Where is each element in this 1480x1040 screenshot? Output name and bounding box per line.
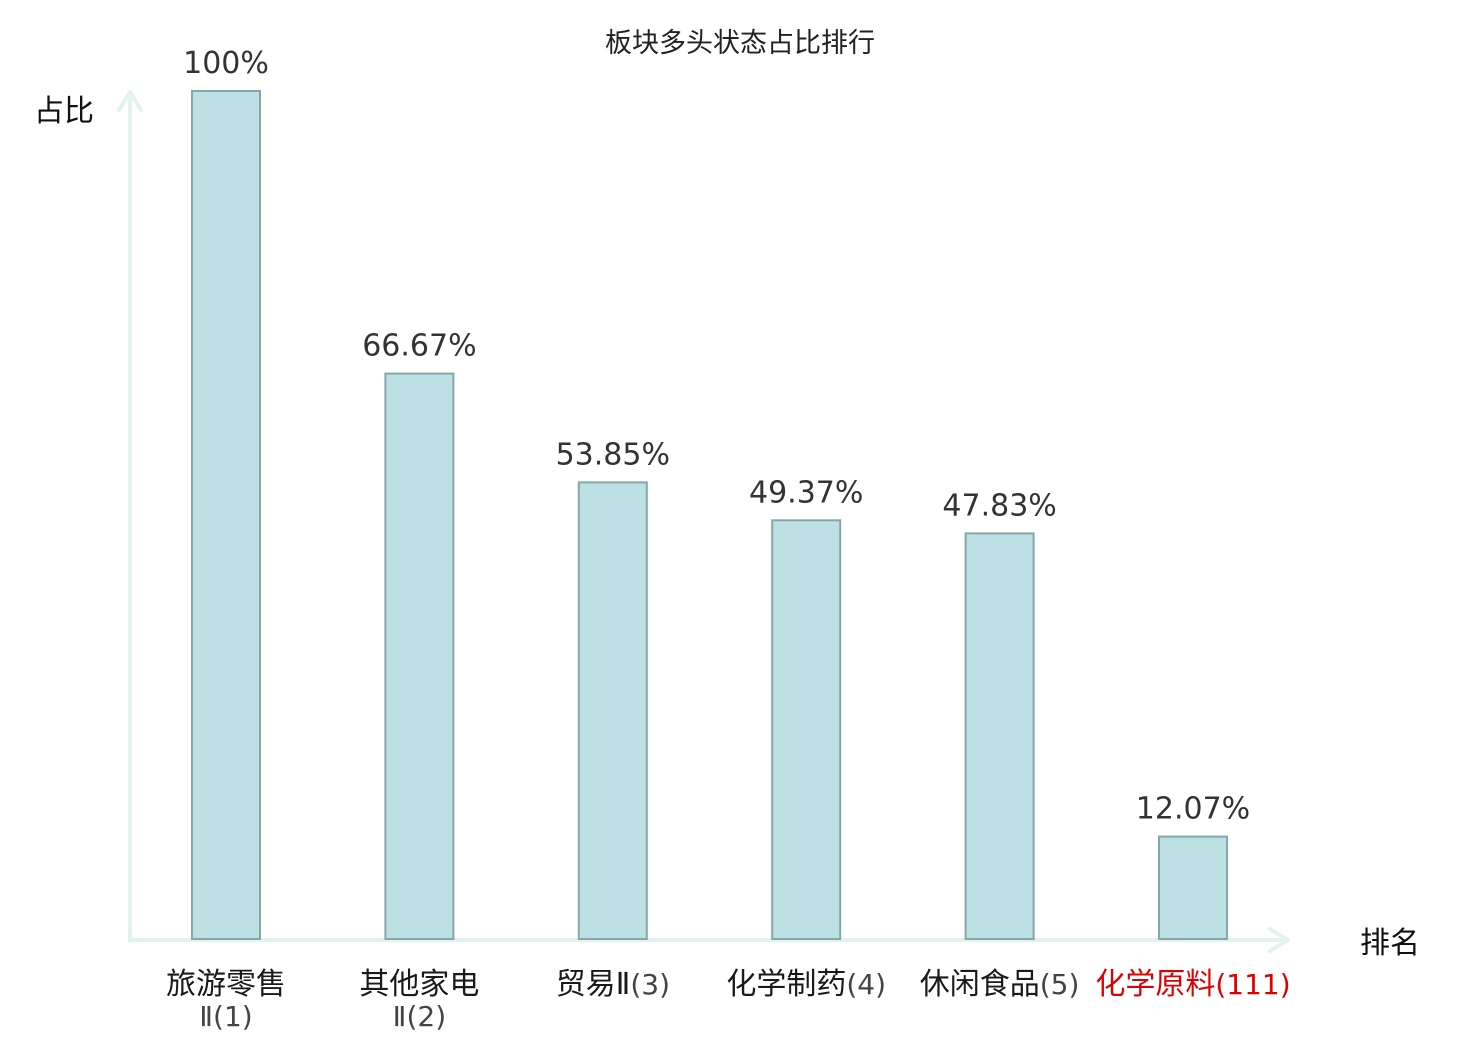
bar <box>191 90 261 940</box>
bar <box>771 519 842 940</box>
x-tick-label: 化学原料(111) <box>1095 967 1290 1002</box>
value-label-group: 100% 66.67% 53.85% 49.37% 47.83% 12.07% <box>183 46 1250 827</box>
x-axis: 排名 <box>128 926 1420 961</box>
x-tick-label-rank: (3) <box>630 968 670 1001</box>
x-axis-arrow-icon <box>1268 927 1290 953</box>
category-label-group: 旅游零售 Ⅱ(1) 其他家电 Ⅱ(2) 贸易Ⅱ(3) 化学制药(4) 休闲食品(5) 化学原料… <box>166 967 1291 1033</box>
chart-title: 板块多头状态占比排行 <box>605 28 875 59</box>
y-axis-arrow-icon <box>117 90 143 112</box>
bar <box>1158 835 1228 940</box>
bar-value-label: 49.37% <box>749 475 863 510</box>
bar-group <box>191 90 1228 941</box>
x-tick-label: 其他家电 Ⅱ(2) <box>359 967 479 1033</box>
bar-value-label: 47.83% <box>942 488 1056 523</box>
x-tick-label-name: 化学原料 <box>1095 967 1215 1002</box>
x-tick-label-rank: (4) <box>846 968 886 1001</box>
x-tick-label-name: 化学制药 <box>726 967 846 1002</box>
x-tick-label-rank: (5) <box>1040 968 1080 1001</box>
bar-value-label: 12.07% <box>1136 792 1250 827</box>
y-axis: 占比 <box>34 90 143 940</box>
x-tick-label-rank: Ⅱ(1) <box>199 1000 252 1033</box>
x-tick-label-name: 休闲食品 <box>920 967 1040 1002</box>
bar <box>384 372 455 941</box>
x-tick-label: 休闲食品(5) <box>920 967 1080 1002</box>
x-tick-label-name: 其他家电 <box>359 967 479 1002</box>
x-tick-label: 贸易Ⅱ(3) <box>556 967 670 1002</box>
bar-value-label: 53.85% <box>556 437 670 472</box>
x-tick-label: 旅游零售 Ⅱ(1) <box>166 967 286 1033</box>
x-tick-label-name: 贸易Ⅱ <box>556 967 631 1002</box>
bar <box>577 481 648 940</box>
x-tick-label: 化学制药(4) <box>726 967 886 1002</box>
x-tick-label-rank: Ⅱ(2) <box>393 1000 446 1033</box>
x-tick-label-rank: (111) <box>1215 968 1290 1001</box>
x-axis-title: 排名 <box>1360 926 1420 961</box>
x-tick-label-name: 旅游零售 <box>166 967 286 1002</box>
bar-value-label: 66.67% <box>362 329 476 364</box>
bar-value-label: 100% <box>183 46 269 81</box>
bar <box>964 532 1035 941</box>
y-axis-title: 占比 <box>34 94 94 129</box>
